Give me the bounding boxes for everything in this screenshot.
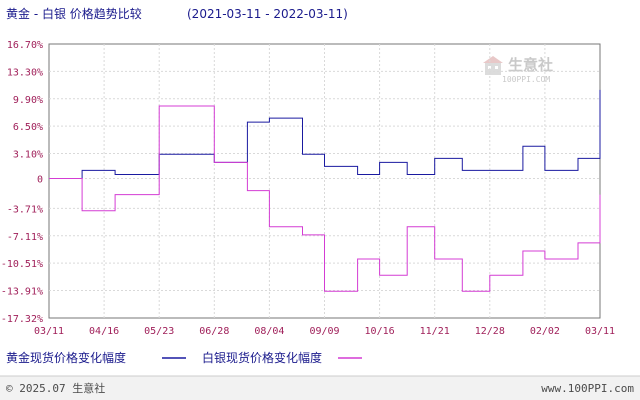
legend-gold-label: 黄金现货价格变化幅度 — [6, 350, 126, 365]
footer-copyright: © 2025.07 生意社 — [6, 381, 105, 395]
y-tick-label: 16.70% — [7, 40, 43, 51]
y-tick-label: 9.90% — [13, 95, 43, 106]
x-tick-label: 06/28 — [199, 326, 229, 337]
legend-silver-label: 白银现货价格变化幅度 — [202, 350, 322, 365]
x-axis-ticks: 03/11 04/16 05/23 06/28 08/04 09/09 10/16 11/21… — [34, 326, 615, 337]
watermark-text: 生意社 — [508, 56, 553, 74]
x-tick-label: 03/11 — [34, 326, 64, 337]
gold-series-line — [49, 89, 601, 179]
footer-site: www.100PPI.com — [541, 382, 634, 395]
y-tick-label: 6.50% — [13, 122, 43, 133]
y-tick-label: 0 — [37, 175, 43, 186]
chart-title: 黄金 - 白银 价格趋势比较 — [6, 6, 142, 21]
x-tick-label: 08/04 — [254, 326, 284, 337]
watermark-logo-icon — [483, 56, 503, 75]
footer-bar — [0, 376, 640, 400]
x-tick-label: 03/11 — [585, 326, 615, 337]
x-tick-label: 05/23 — [144, 326, 174, 337]
y-tick-label: -3.71% — [7, 204, 43, 215]
x-tick-label: 04/16 — [89, 326, 119, 337]
x-tick-label: 12/28 — [475, 326, 505, 337]
y-tick-label: 13.30% — [7, 67, 43, 78]
x-tick-label: 11/21 — [420, 326, 450, 337]
x-tick-label: 10/16 — [365, 326, 395, 337]
silver-series-line — [49, 105, 601, 292]
x-tick-label: 02/02 — [530, 326, 560, 337]
y-tick-label: -17.32% — [1, 314, 43, 325]
y-axis-ticks: 16.70% 13.30% 9.90% 6.50% 3.10% 0 -3.71% -7.11%… — [1, 40, 43, 325]
y-tick-label: 3.10% — [13, 150, 43, 161]
legend: 黄金现货价格变化幅度 白银现货价格变化幅度 — [6, 350, 362, 365]
watermark: 生意社 100PPI.COM — [483, 56, 553, 84]
x-tick-label: 09/09 — [309, 326, 339, 337]
series-lines — [49, 89, 601, 292]
grid — [49, 44, 600, 318]
y-tick-label: -7.11% — [7, 232, 43, 243]
chart-date-range: (2021-03-11 - 2022-03-11) — [187, 7, 348, 21]
watermark-sub: 100PPI.COM — [502, 75, 550, 84]
y-tick-label: -13.91% — [1, 287, 43, 298]
y-tick-label: -10.51% — [1, 259, 43, 270]
